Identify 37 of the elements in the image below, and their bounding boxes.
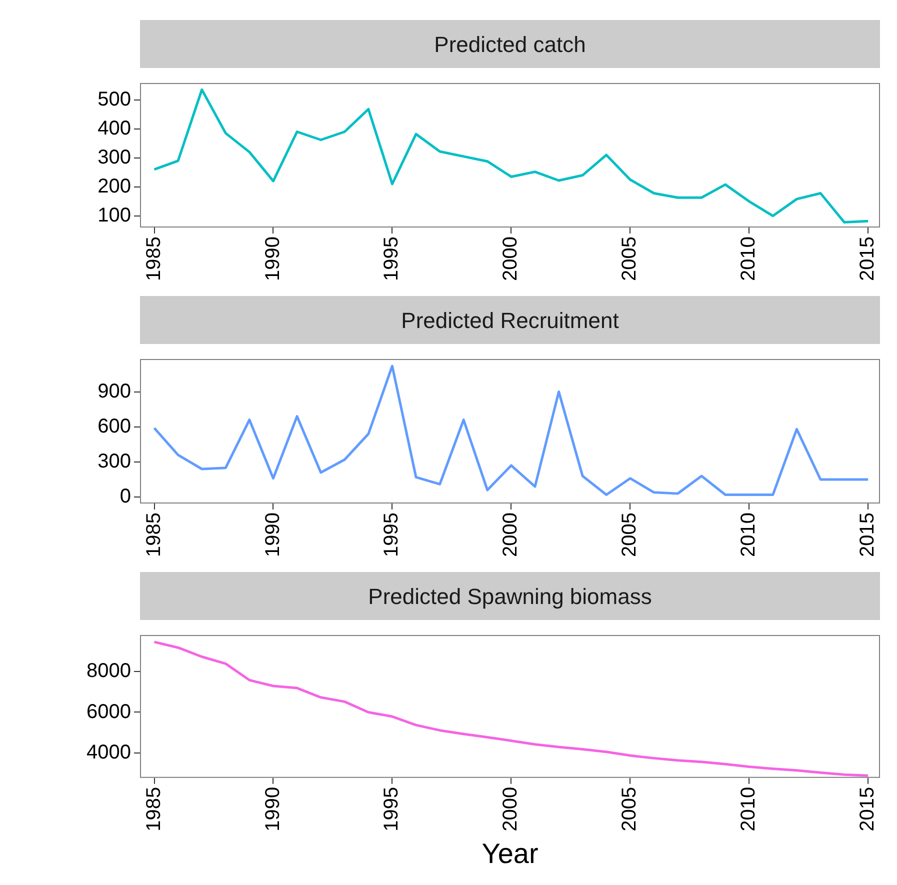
x-axis-title: Year [482, 838, 538, 869]
x-tick-label: 2015 [856, 236, 879, 282]
chart-title: Predicted Spawning biomass [140, 572, 880, 620]
y-tick-label: 4000 [86, 741, 131, 764]
x-tick-label: 1990 [262, 786, 284, 832]
x-tick-label: 1985 [142, 512, 165, 558]
y-tick-label: 500 [98, 88, 131, 110]
y-tick-label: 8000 [86, 660, 131, 682]
y-tick-label: 6000 [86, 700, 131, 723]
x-tick-label: 1995 [380, 786, 403, 832]
y-tick-label: 300 [98, 450, 131, 472]
x-tick-label: 2015 [856, 786, 879, 832]
x-tick-label: 2015 [856, 512, 879, 558]
x-tick-label: 2000 [500, 786, 522, 832]
y-tick-label: 300 [98, 146, 131, 168]
y-tick-label: 200 [98, 175, 131, 198]
chart-title: Predicted Recruitment [140, 296, 880, 344]
y-tick-label: 400 [98, 117, 131, 140]
x-tick-label: 1995 [380, 236, 403, 282]
x-tick-label: 2000 [500, 236, 522, 282]
x-tick-label: 1990 [262, 236, 284, 282]
x-tick-label: 2010 [738, 236, 760, 282]
y-tick-label: 900 [98, 380, 131, 402]
x-tick-label: 2000 [500, 512, 522, 558]
x-tick-label: 2005 [618, 236, 641, 282]
x-tick-label: 2010 [738, 512, 760, 558]
x-tick-label: 1985 [142, 236, 165, 282]
x-tick-label: 1990 [262, 512, 284, 558]
y-tick-label: 600 [98, 415, 131, 438]
x-tick-label: 1995 [380, 512, 403, 558]
x-tick-label: 2005 [618, 512, 641, 558]
chart-title: Predicted catch [140, 20, 880, 68]
x-tick-label: 2005 [618, 786, 641, 832]
y-tick-label: 100 [98, 204, 131, 226]
x-tick-label: 2010 [738, 786, 760, 832]
x-tick-label: 1985 [142, 786, 165, 832]
y-tick-label: 0 [120, 486, 131, 508]
